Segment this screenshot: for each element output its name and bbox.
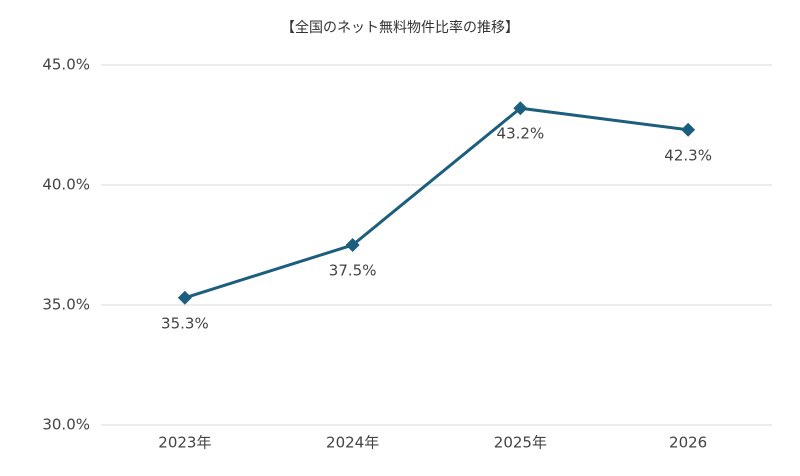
x-tick-label: 2025年	[494, 434, 547, 452]
data-label: 43.2%	[497, 125, 545, 143]
x-tick-label: 2023年	[158, 434, 211, 452]
point-marker	[513, 101, 528, 116]
data-label: 42.3%	[664, 146, 712, 164]
data-label: 37.5%	[329, 262, 377, 280]
series-line	[184, 106, 689, 300]
y-tick-label: 40.0%	[42, 176, 90, 194]
x-tick-label: 2026	[669, 434, 707, 452]
point-marker	[345, 238, 360, 252]
y-tick-label: 30.0%	[42, 416, 90, 434]
y-tick-label: 45.0%	[42, 56, 90, 74]
x-tick-label: 2024年	[326, 434, 379, 452]
chart-title: 【全国のネット無料物件比率の推移】	[281, 19, 519, 36]
y-tick-label: 35.0%	[42, 296, 90, 314]
data-label: 35.3%	[161, 314, 209, 332]
point-marker	[177, 290, 192, 305]
point-marker	[681, 122, 696, 137]
